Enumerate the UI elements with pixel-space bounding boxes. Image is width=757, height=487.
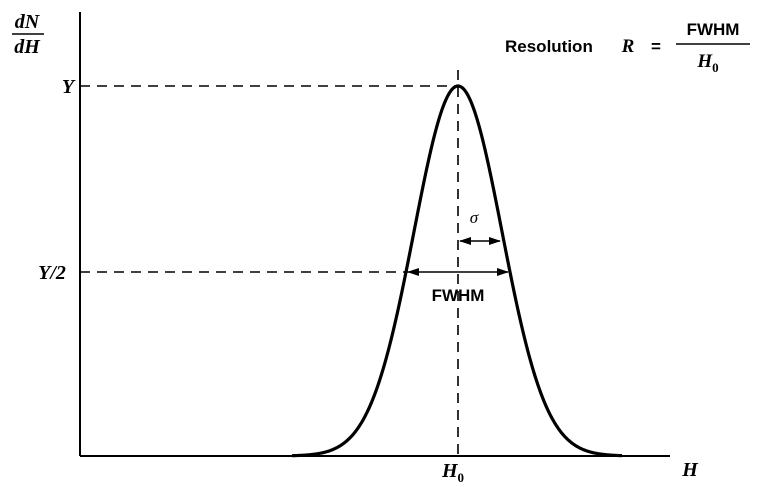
- y-axis-label-numerator: dN: [15, 11, 41, 33]
- y-tick-half-max: Y/2: [38, 262, 66, 284]
- x-tick-center-subscript: 0: [458, 470, 465, 485]
- x-tick-center: H0: [441, 460, 464, 485]
- y-tick-peak: Y: [62, 76, 76, 98]
- formula-symbol: R: [621, 36, 635, 57]
- x-axis-label: H: [681, 459, 699, 481]
- sigma-label: σ: [470, 208, 479, 227]
- formula-denominator-subscript: 0: [712, 60, 719, 75]
- formula-prefix: Resolution: [505, 37, 593, 56]
- formula-denominator: H0: [696, 51, 718, 75]
- formula-numerator: FWHM: [687, 20, 740, 39]
- y-axis-label-denominator: dH: [14, 36, 41, 58]
- fwhm-label: FWHM: [432, 286, 485, 305]
- gaussian-peak-curve: [291, 84, 623, 458]
- formula-equals: =: [651, 37, 661, 56]
